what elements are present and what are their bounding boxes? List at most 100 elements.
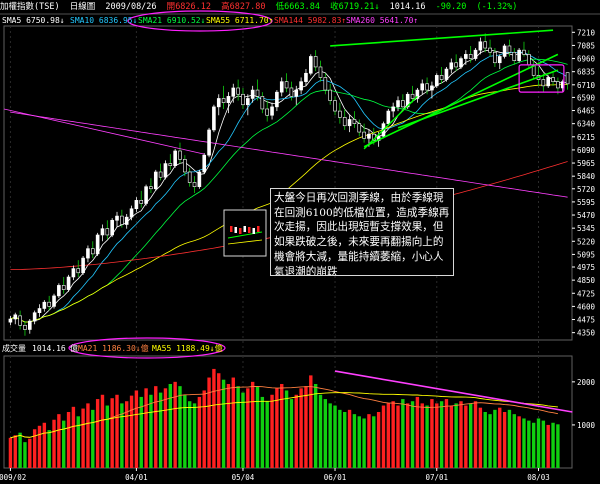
candle-body [546, 77, 551, 87]
candle-body [347, 119, 352, 127]
candle-body [270, 106, 274, 116]
candle-body [294, 89, 299, 97]
price-y-tick-label: 4725 [577, 289, 595, 298]
recent-bars-highlight [518, 64, 565, 93]
price-y-tick-label: 6465 [577, 107, 595, 116]
change-percent: (-1.32%) [476, 2, 518, 12]
price-y-tick-label: 6090 [577, 146, 596, 155]
volume-bar [265, 401, 269, 468]
volume-bar [338, 409, 342, 468]
candle-body [149, 186, 153, 190]
price-y-tick-label: 6960 [577, 55, 596, 64]
candle-body [187, 171, 192, 183]
candle-body [241, 93, 245, 106]
price-y-tick-label: 5220 [577, 237, 596, 246]
candle-body [449, 62, 454, 70]
volume-bar [483, 412, 487, 468]
volume-bar [57, 414, 61, 468]
price-y-tick-label: 5840 [577, 172, 596, 181]
volume-bar [343, 412, 347, 468]
volume-bar [347, 409, 352, 468]
volume-bar [362, 418, 366, 468]
volume-bar [391, 401, 395, 468]
sma260-early-segment [3, 108, 205, 155]
volume-bar [318, 394, 323, 468]
candle-body [497, 56, 502, 64]
volume-bar [62, 420, 66, 468]
price-pane-frame [3, 25, 573, 341]
x-tick-label: 2009/02 [0, 473, 26, 482]
volume-bar [100, 394, 105, 468]
volume-bar [546, 424, 550, 468]
candle-body [139, 200, 144, 204]
candle-body [197, 171, 202, 187]
candle-body [401, 100, 405, 108]
candle-body [124, 216, 129, 225]
price-y-tick-label: 7085 [577, 41, 595, 50]
volume-bar [163, 388, 168, 468]
candle-body [158, 171, 163, 178]
volume-bar [66, 412, 71, 468]
x-tick-label: 08/03 [527, 473, 550, 482]
price-y-tick-label: 4975 [577, 263, 595, 272]
candle-body [105, 228, 110, 236]
candle-body [207, 129, 211, 156]
volume-unit: 億 [70, 344, 78, 353]
candle-body [308, 56, 313, 74]
volume-bar [37, 425, 42, 468]
candle-body [212, 106, 216, 131]
rising-trendline [363, 53, 559, 148]
sma55-line [10, 84, 568, 323]
volume-bar [231, 377, 235, 468]
price-y-tick-label: 6710 [577, 81, 596, 90]
price-y-tick-label: 5095 [577, 250, 595, 259]
volume-bar [401, 399, 405, 468]
candle-body [18, 315, 22, 326]
candle-body [410, 93, 415, 99]
candle-body [478, 41, 483, 51]
volume-bar [86, 403, 90, 468]
candle-body [246, 98, 250, 106]
volume-bar [498, 407, 502, 468]
candle-body [144, 186, 148, 204]
candle-body [32, 312, 37, 322]
volume-bar [294, 394, 298, 468]
volume-bar [270, 394, 274, 468]
volume-y-tick-label: 2000 [577, 378, 596, 387]
candle-body [13, 314, 18, 320]
x-tick-label: 05/04 [232, 473, 255, 482]
volume-bar [507, 409, 512, 468]
volume-bar [531, 422, 536, 468]
candle-body [444, 68, 449, 80]
x-tick-label: 04/01 [125, 473, 148, 482]
inset-candle [234, 227, 237, 233]
volume-bar [381, 405, 386, 468]
volume-bar [439, 401, 444, 468]
candle-body [236, 87, 240, 95]
volume-bar [95, 399, 100, 468]
volume-y-tick-label: 1000 [577, 421, 596, 430]
price-y-tick-label: 4475 [577, 316, 595, 325]
volume-bar [376, 412, 381, 468]
candle-body [61, 285, 66, 290]
volume-bar [154, 386, 158, 468]
volume-bar [541, 420, 546, 468]
vol-ma55-line [10, 392, 558, 439]
candle-body [37, 308, 42, 313]
volume-bar [556, 424, 560, 468]
candle-body [338, 110, 342, 118]
volume-bar [23, 442, 27, 468]
sma260-line [10, 111, 568, 198]
vol-ma55-label: MA55 1188.49↓億 [152, 344, 223, 353]
candle-body [265, 108, 270, 116]
high-quote: 高6827.80 [221, 2, 266, 12]
volume-bar [8, 437, 13, 468]
volume-bar [18, 432, 22, 468]
candle-body [420, 83, 425, 91]
quote-date: 2009/08/26 [105, 2, 157, 12]
candle-body [551, 77, 555, 82]
candle-body [541, 79, 546, 87]
volume-bar [425, 405, 429, 468]
volume-bar [357, 416, 361, 468]
